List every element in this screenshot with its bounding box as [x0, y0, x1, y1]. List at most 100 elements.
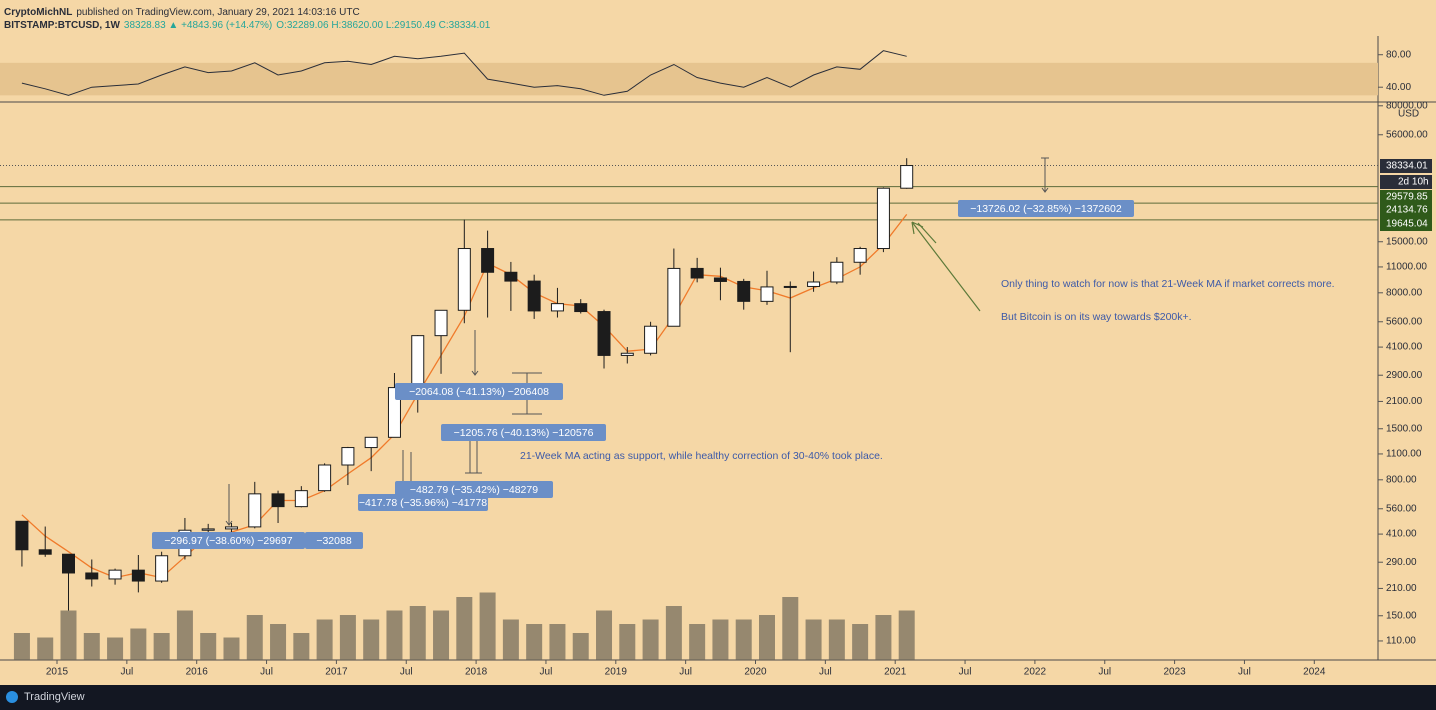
candle-body [574, 303, 588, 313]
note: But Bitcoin is on its way towards $200k+… [1001, 311, 1192, 323]
x-tick-label: Jul [400, 667, 413, 678]
candle-body [15, 520, 29, 551]
candle-body [411, 335, 425, 389]
ohlc: O:32289.06 H:38620.00 L:29150.49 C:38334… [276, 20, 491, 31]
volume-bar [60, 610, 77, 660]
price-label: 24134.76 [1386, 205, 1428, 216]
y-tick-label: 1100.00 [1386, 449, 1422, 460]
candle-body [318, 464, 332, 492]
y-tick-label: 56000.00 [1386, 129, 1428, 140]
countdown: 2d 10h [1398, 177, 1429, 188]
price-label: 29579.85 [1386, 192, 1428, 203]
y-tick-label: 11000.00 [1386, 262, 1427, 273]
volume-bar [433, 610, 450, 660]
candle-body [504, 271, 518, 282]
candle-body [131, 569, 145, 582]
price-label: 19645.04 [1386, 219, 1428, 230]
note-arrow [911, 221, 981, 312]
volume-bar [572, 633, 589, 660]
candle-body [271, 493, 285, 508]
measure-label: −2064.08 (−41.13%) −206408 [409, 386, 549, 398]
background [0, 0, 1436, 685]
x-tick-label: Jul [1098, 667, 1111, 678]
header-line: CryptoMichNL published on TradingView.com… [4, 7, 360, 18]
volume-bar [107, 637, 124, 660]
note: Only thing to watch for now is that 21-W… [1001, 278, 1335, 290]
volume-bar [898, 610, 915, 660]
volume-bar [805, 619, 822, 660]
y-tick-label: 8000.00 [1386, 287, 1423, 298]
measure-label: −1205.76 (−40.13%) −120576 [454, 427, 594, 439]
volume-bar [759, 615, 775, 660]
y-tick-label: 80000.00 [1386, 100, 1428, 111]
volume-bar [409, 606, 426, 660]
x-tick-label: Jul [1238, 667, 1251, 678]
measure-arrows [225, 157, 1049, 526]
candle-body [294, 490, 308, 508]
x-tick-label: 2021 [884, 667, 907, 678]
measure-box [305, 532, 363, 549]
candle-body [364, 436, 378, 449]
unit-label: USD [1398, 109, 1419, 120]
x-tick-label: Jul [120, 667, 133, 678]
volume-bar [223, 637, 240, 660]
candle-body [690, 267, 704, 279]
candle-body [155, 555, 169, 582]
candle-body [597, 311, 611, 356]
candle-body [620, 352, 634, 356]
y-tick-label: 2900.00 [1386, 370, 1423, 381]
note: 21-Week MA acting as support, while heal… [520, 450, 883, 462]
candle-body [62, 553, 75, 574]
price-label: 38334.01 [1386, 161, 1428, 172]
candle-body [550, 303, 564, 312]
y-tick-label: 15000.00 [1386, 236, 1428, 247]
y-tick-label: 560.00 [1386, 503, 1417, 514]
price-label-box [1380, 203, 1432, 217]
symbol: BITSTAMP:BTCUSD, 1W [4, 20, 120, 31]
rsi-band [0, 62, 1378, 96]
volume-bar [619, 624, 636, 660]
x-tick-label: 2016 [186, 667, 209, 678]
candle-body [201, 528, 215, 531]
candle-body [760, 286, 774, 302]
price-label-box [1380, 159, 1432, 173]
y-tick-label: 290.00 [1386, 557, 1417, 568]
candle-body [807, 281, 821, 287]
y-tick-label: 410.00 [1386, 529, 1417, 540]
volume-bar [828, 619, 845, 660]
measure-label: −482.79 (−35.42%) −48279 [410, 484, 538, 496]
measure-box [958, 200, 1134, 217]
candle-body [737, 280, 751, 302]
footer-bar [0, 685, 1436, 710]
candle-body [644, 325, 658, 354]
volume-bar [689, 624, 706, 660]
x-tick-label: 2020 [744, 667, 767, 678]
volume-bar [665, 606, 682, 660]
quote: 38328.83 ▲ +4843.96 (+14.47%) [124, 20, 272, 31]
volume-bar [852, 624, 869, 660]
candle-body [527, 280, 541, 312]
x-tick-label: 2024 [1303, 667, 1326, 678]
measure-box [358, 494, 488, 511]
volume-bar [386, 610, 403, 660]
y-tick-label: 4100.00 [1386, 342, 1423, 353]
candle-body [108, 569, 122, 580]
measure-label: −417.78 (−35.96%) −41778 [359, 497, 487, 509]
volume-bar [549, 624, 566, 660]
candle-body [481, 248, 495, 273]
volume-bar [83, 633, 100, 660]
measure-box [152, 532, 305, 549]
volume-bar [153, 633, 170, 660]
y-tick-label: 210.00 [1386, 583, 1417, 594]
volume-bar [176, 610, 193, 660]
x-tick-label: 2018 [465, 667, 488, 678]
measure-box [395, 383, 563, 400]
volume-bar [735, 619, 752, 660]
y-tick-label: 5600.00 [1386, 316, 1423, 327]
measure-label: −32088 [316, 535, 351, 547]
candle-body [876, 187, 890, 250]
candle-body [38, 549, 52, 555]
x-tick-label: 2022 [1024, 667, 1047, 678]
x-tick-label: Jul [959, 667, 972, 678]
price-label-box [1380, 217, 1432, 231]
